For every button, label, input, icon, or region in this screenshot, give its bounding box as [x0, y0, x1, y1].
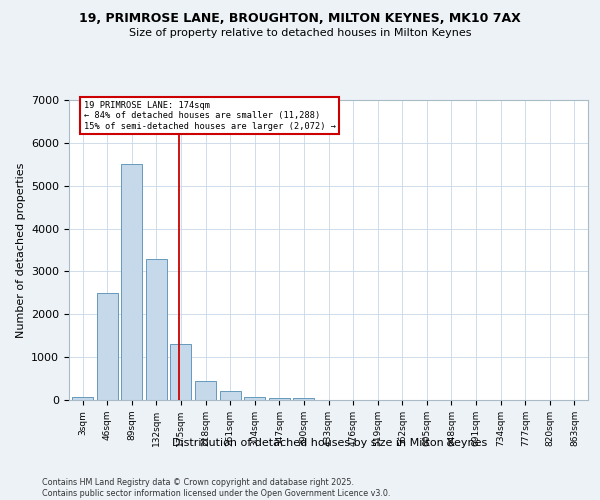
Bar [146, 258, 167, 400]
Text: Size of property relative to detached houses in Milton Keynes: Size of property relative to detached ho… [129, 28, 471, 38]
Text: Distribution of detached houses by size in Milton Keynes: Distribution of detached houses by size … [172, 438, 488, 448]
Bar [269, 398, 290, 400]
Bar [121, 164, 142, 400]
Bar [195, 380, 216, 400]
Y-axis label: Number of detached properties: Number of detached properties [16, 162, 26, 338]
Bar [220, 392, 241, 400]
Bar [293, 398, 314, 400]
Bar [72, 396, 93, 400]
Text: Contains HM Land Registry data © Crown copyright and database right 2025.
Contai: Contains HM Land Registry data © Crown c… [42, 478, 391, 498]
Text: 19, PRIMROSE LANE, BROUGHTON, MILTON KEYNES, MK10 7AX: 19, PRIMROSE LANE, BROUGHTON, MILTON KEY… [79, 12, 521, 26]
Bar [170, 344, 191, 400]
Text: 19 PRIMROSE LANE: 174sqm
← 84% of detached houses are smaller (11,288)
15% of se: 19 PRIMROSE LANE: 174sqm ← 84% of detach… [84, 101, 336, 130]
Bar [244, 396, 265, 400]
Bar [97, 293, 118, 400]
